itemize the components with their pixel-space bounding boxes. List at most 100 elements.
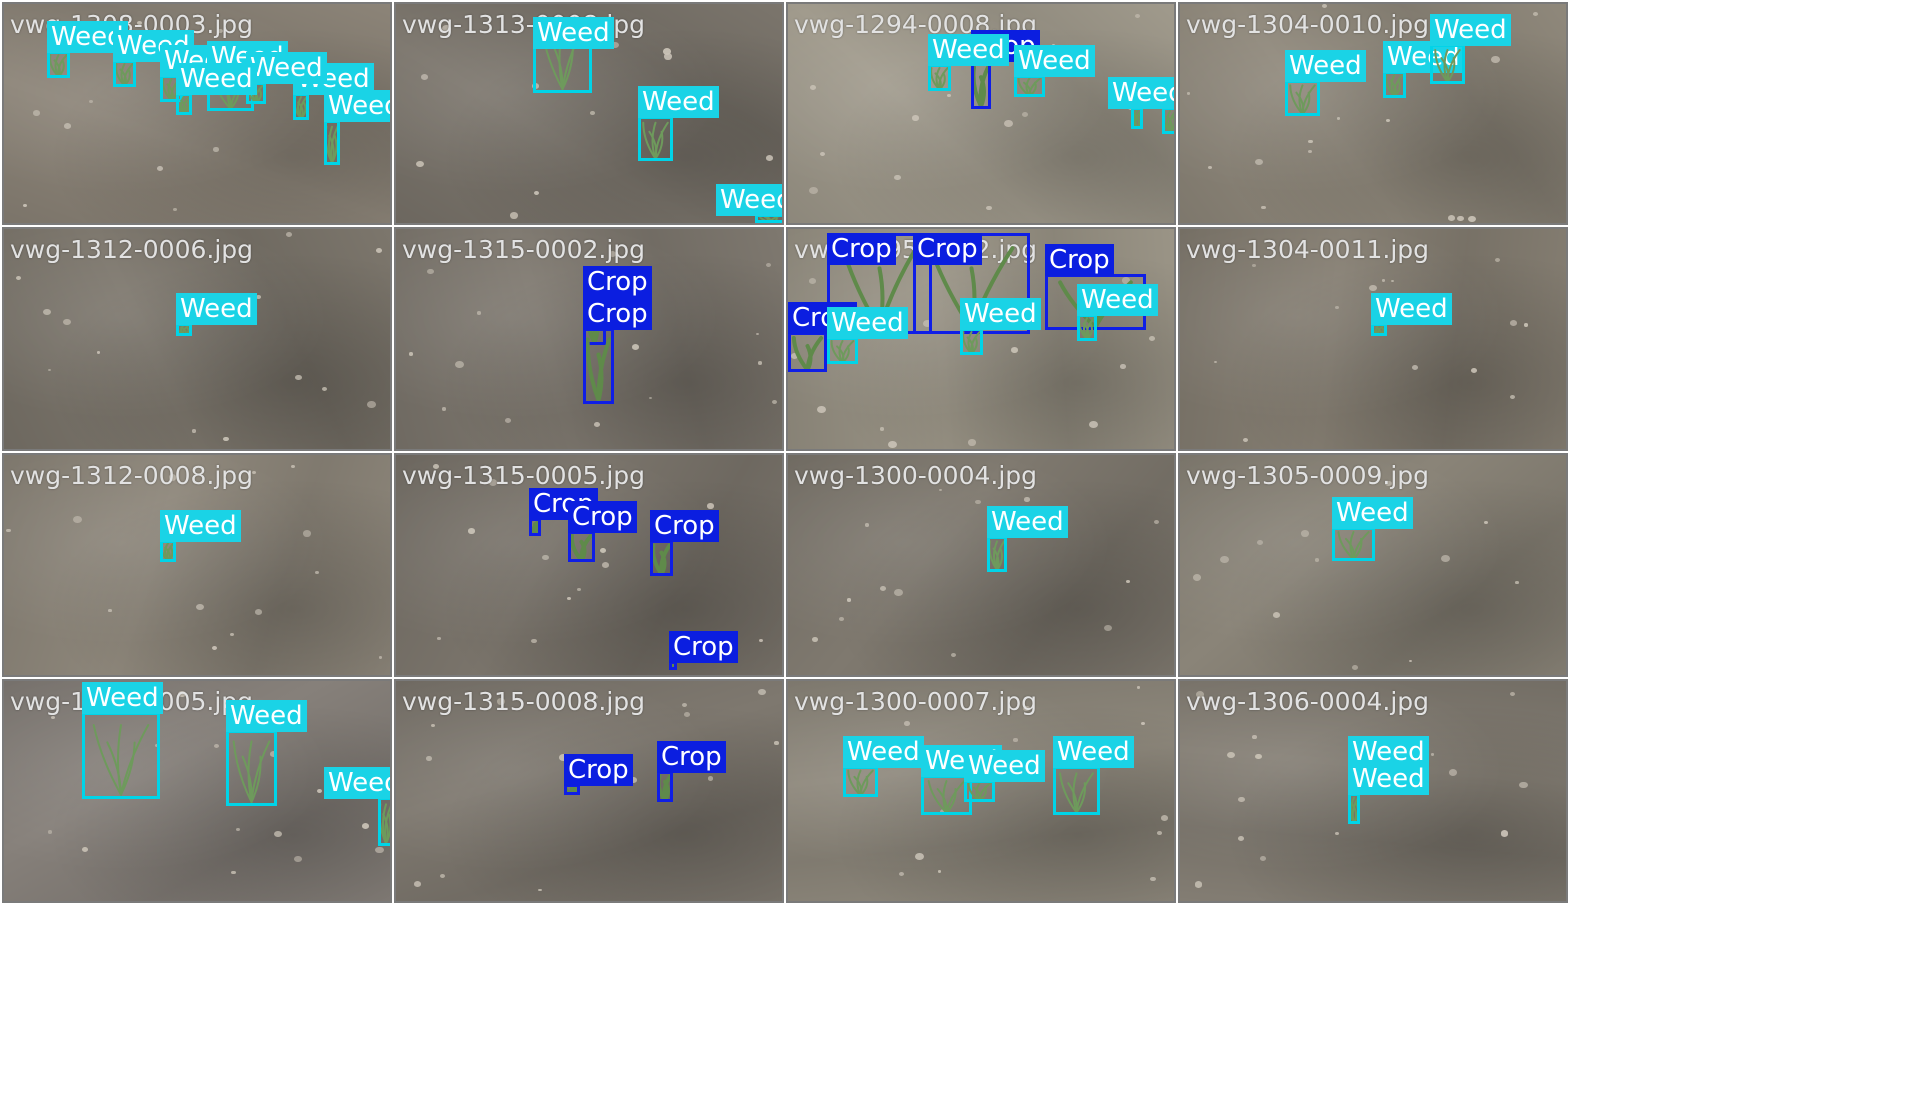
weed-plant bbox=[1434, 49, 1461, 83]
crop-label: Crop bbox=[1045, 244, 1114, 276]
weed-bounding-box bbox=[1014, 75, 1045, 97]
crop-bounding-box bbox=[583, 328, 614, 404]
pebble bbox=[496, 698, 506, 706]
pebble bbox=[610, 42, 619, 49]
pebble bbox=[894, 175, 901, 181]
image-tile: vwg-1300-0007.jpg Weed Weed Weed Weed bbox=[786, 679, 1176, 903]
pebble bbox=[1494, 257, 1500, 262]
pebble bbox=[33, 110, 41, 116]
pebble bbox=[1386, 118, 1391, 123]
pebble bbox=[662, 48, 671, 55]
pebble bbox=[439, 873, 445, 879]
pebble bbox=[1261, 205, 1266, 210]
pebble bbox=[229, 632, 235, 637]
weed-bounding-box bbox=[226, 730, 277, 806]
pebble bbox=[1013, 738, 1018, 742]
pebble bbox=[1519, 781, 1528, 789]
pebble bbox=[1252, 735, 1257, 740]
pebble bbox=[223, 437, 229, 442]
weed-label: Weed bbox=[960, 298, 1041, 330]
pebble bbox=[939, 488, 943, 492]
crop-label: Crop bbox=[913, 233, 982, 265]
weed-label: Weed bbox=[716, 184, 782, 216]
pebble bbox=[294, 856, 302, 863]
pebble bbox=[47, 368, 51, 372]
pebble bbox=[1335, 305, 1340, 310]
pebble bbox=[322, 387, 328, 392]
crop-label: Crop bbox=[564, 754, 633, 786]
weed-label: Weed bbox=[1371, 293, 1452, 325]
pebble bbox=[839, 617, 844, 621]
pebble bbox=[774, 741, 779, 745]
pebble bbox=[510, 212, 519, 219]
pebble bbox=[1467, 215, 1476, 222]
pebble bbox=[441, 407, 446, 411]
weed-bounding-box bbox=[638, 116, 673, 161]
pebble bbox=[1500, 830, 1509, 837]
pebble bbox=[15, 276, 21, 281]
weed-bounding-box bbox=[1285, 80, 1320, 116]
pebble bbox=[939, 808, 948, 815]
file-name-label: vwg-1315-0005.jpg bbox=[402, 461, 646, 490]
image-tile: vwg-1315-0008.jpg Crop Crop bbox=[394, 679, 784, 903]
pebble bbox=[1523, 323, 1528, 327]
crop-label: Crop bbox=[827, 233, 896, 265]
weed-bounding-box bbox=[843, 766, 878, 797]
pebble bbox=[361, 822, 369, 829]
pebble bbox=[893, 589, 903, 597]
weed-bounding-box bbox=[378, 797, 390, 846]
weed-label: Weed bbox=[1077, 284, 1158, 316]
image-tile: vwg-1306-0004.jpg Weed Weed bbox=[1178, 679, 1568, 903]
pebble bbox=[1150, 876, 1156, 882]
pebble bbox=[290, 465, 295, 469]
pebble bbox=[755, 332, 759, 336]
image-tile: vwg-1315-0005.jpg Crop Crop Crop Crop bbox=[394, 453, 784, 677]
pebble bbox=[236, 828, 241, 832]
pebble bbox=[97, 351, 101, 354]
pebble bbox=[213, 147, 219, 152]
pebble bbox=[1192, 574, 1202, 582]
pebble bbox=[1308, 139, 1313, 144]
pebble bbox=[1449, 769, 1458, 776]
crop-bounding-box bbox=[650, 540, 673, 576]
soil-photo bbox=[4, 229, 390, 449]
image-tile: vwg-1308-0003.jpgWeedWeedWeedWeedWeedWee… bbox=[2, 2, 392, 225]
pebble bbox=[531, 638, 537, 644]
pebble bbox=[89, 99, 93, 103]
weed-label: Weed bbox=[246, 52, 327, 84]
pebble bbox=[1121, 276, 1131, 284]
image-tile: vwg-1315-0002.jpg Crop Crop bbox=[394, 227, 784, 451]
pebble bbox=[254, 609, 263, 615]
pebble bbox=[211, 645, 218, 651]
pebble bbox=[757, 688, 766, 696]
crop-label: Crop bbox=[583, 298, 652, 330]
crop-label: Crop bbox=[669, 631, 738, 663]
pebble bbox=[772, 399, 778, 404]
pebble bbox=[608, 250, 617, 257]
pebble bbox=[820, 151, 826, 157]
pebble bbox=[137, 20, 143, 26]
pebble bbox=[757, 361, 763, 365]
weed-label: Weed bbox=[82, 682, 163, 714]
pebble bbox=[64, 123, 72, 129]
file-name-label: vwg-1312-0006.jpg bbox=[10, 235, 254, 264]
image-tile: vwg-1300-0004.jpg Weed bbox=[786, 453, 1176, 677]
pebble bbox=[274, 830, 282, 838]
weed-bounding-box bbox=[827, 337, 858, 364]
weed-bounding-box bbox=[293, 93, 309, 120]
pebble bbox=[1103, 624, 1112, 632]
pebble bbox=[427, 269, 434, 275]
pebble bbox=[315, 570, 320, 574]
pebble bbox=[1491, 56, 1500, 64]
pebble bbox=[1156, 831, 1162, 836]
pebble bbox=[302, 529, 312, 537]
pebble bbox=[1272, 612, 1280, 619]
file-name-label: vwg-1300-0004.jpg bbox=[794, 461, 1038, 490]
pebble bbox=[285, 232, 292, 237]
pebble bbox=[6, 529, 11, 533]
pebble bbox=[683, 712, 690, 718]
pebble bbox=[442, 25, 451, 33]
pebble bbox=[73, 515, 82, 523]
